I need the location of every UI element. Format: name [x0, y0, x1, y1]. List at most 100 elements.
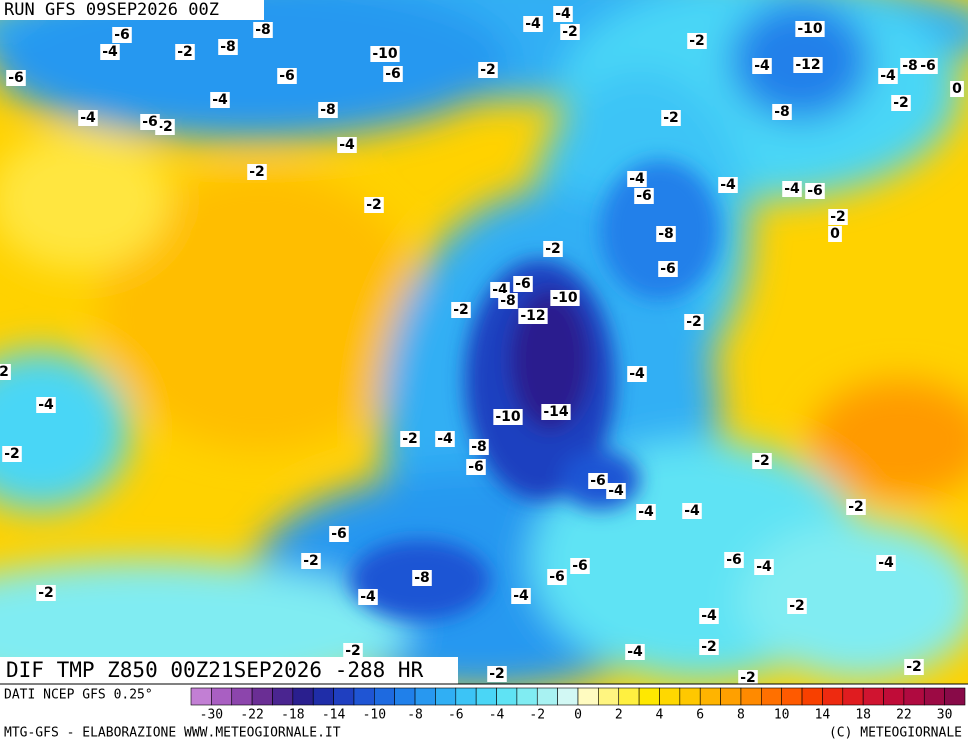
- color-bar-tick: -4: [489, 708, 505, 723]
- contour-label-box: [543, 241, 563, 257]
- color-swatch: [475, 687, 497, 706]
- contour-label-box: [175, 44, 195, 60]
- color-bar-tick: -14: [322, 708, 346, 723]
- contour-label-box: [588, 473, 608, 489]
- contour-label: -10: [495, 409, 521, 425]
- contour-label-box: [2, 446, 22, 462]
- contour-label: -2: [366, 197, 382, 213]
- color-bar-tick: 6: [696, 708, 704, 723]
- contour-label-box: [699, 639, 719, 655]
- header-box: [0, 0, 264, 20]
- color-swatch: [679, 687, 701, 706]
- contour-label-box: [606, 483, 626, 499]
- contour-label: -2: [663, 110, 679, 126]
- color-bar-tick: -22: [240, 708, 263, 723]
- contour-label: -8: [220, 39, 236, 55]
- contour-label: -6: [279, 68, 295, 84]
- color-swatch: [496, 687, 518, 706]
- color-bar-tick: 18: [855, 708, 871, 723]
- contour-label-box: [400, 431, 420, 447]
- contour-label-box: [754, 559, 774, 575]
- contour-label-box: [36, 585, 56, 601]
- contour-label: -4: [720, 177, 736, 193]
- color-swatch: [333, 687, 355, 706]
- contour-label: -2: [906, 659, 922, 675]
- contour-label: -6: [807, 183, 823, 199]
- contour-label-box: [78, 110, 98, 126]
- contour-label: -4: [555, 6, 571, 22]
- contour-label-box: [891, 95, 911, 111]
- contour-label: -6: [920, 58, 936, 74]
- color-swatch: [638, 687, 660, 706]
- contour-label: -8: [471, 439, 487, 455]
- color-swatch: [923, 687, 945, 706]
- contour-label-box: [687, 33, 707, 49]
- color-swatch: [536, 687, 558, 706]
- contour-label: -6: [142, 114, 158, 130]
- color-bar-tick: 30: [937, 708, 953, 723]
- contour-label: -2: [402, 431, 418, 447]
- contour-label: -2: [740, 670, 756, 686]
- color-bar: -30 -22 -18 -14 -10 -8 -6 -4 -2 0 2 4 6 8 10 14 18 22 30: [190, 687, 966, 723]
- contour-label: 0: [952, 81, 962, 97]
- color-swatch: [944, 687, 966, 706]
- credit: MTG-GFS - ELABORAZIONE WWW.METEOGIORNALE…: [4, 726, 341, 741]
- contour-label-box: [370, 46, 400, 62]
- contour-label-box: [656, 226, 676, 242]
- contour-label-box: [383, 66, 403, 82]
- contour-label: -10: [797, 21, 823, 37]
- contour-label-box: [100, 44, 120, 60]
- contour-label-box: [724, 552, 744, 568]
- contour-label: -12: [795, 57, 820, 73]
- color-bar-tick: 0: [574, 708, 582, 723]
- contour-label-box: [210, 92, 230, 108]
- contour-label-box: [560, 24, 580, 40]
- color-swatch: [312, 687, 334, 706]
- contour-label: -6: [515, 276, 531, 292]
- contour-label: -4: [880, 68, 896, 84]
- color-swatch: [577, 687, 599, 706]
- color-bar-tick: 4: [656, 708, 664, 723]
- contour-label-box: [782, 181, 802, 197]
- map-title: DIF TMP Z850 00Z21SEP2026 -288 HR: [6, 658, 424, 682]
- contour-label: -6: [8, 70, 24, 86]
- contour-label-box: [570, 558, 590, 574]
- contour-label-box: [498, 293, 518, 309]
- contour-label-box: [343, 643, 363, 659]
- color-swatch: [801, 687, 823, 706]
- contour-label: -2: [830, 209, 846, 225]
- color-swatch: [598, 687, 620, 706]
- contour-label: -4: [513, 588, 529, 604]
- contour-label-box: [658, 261, 678, 277]
- contour-label: -4: [684, 503, 700, 519]
- contour-label: -4: [629, 366, 645, 382]
- contour-label-box: [318, 102, 338, 118]
- contour-label-box: [876, 555, 896, 571]
- contour-label: -4: [339, 137, 355, 153]
- contour-label: -2: [689, 33, 705, 49]
- color-swatch: [822, 687, 844, 706]
- contour-label: -2: [701, 639, 717, 655]
- contour-label-box: [684, 314, 704, 330]
- contour-label: -2: [453, 302, 469, 318]
- contour-label-box: [627, 366, 647, 382]
- color-swatch: [231, 687, 253, 706]
- contour-label: -2: [177, 44, 193, 60]
- contour-label: -2: [686, 314, 702, 330]
- contour-label: -4: [629, 171, 645, 187]
- contour-label-box: [661, 110, 681, 126]
- color-bar-tick: -2: [529, 708, 545, 723]
- contour-label: -2: [157, 119, 173, 135]
- contour-label-box: [918, 58, 938, 74]
- color-swatch: [699, 687, 721, 706]
- contour-label: -2: [754, 453, 770, 469]
- color-swatch: [883, 687, 905, 706]
- color-bar-tick: -30: [200, 708, 223, 723]
- color-swatch: [374, 687, 395, 706]
- color-swatch: [211, 687, 233, 706]
- contour-label-box: [547, 569, 567, 585]
- contour-label-box: [699, 608, 719, 624]
- contour-label-box: [541, 404, 571, 420]
